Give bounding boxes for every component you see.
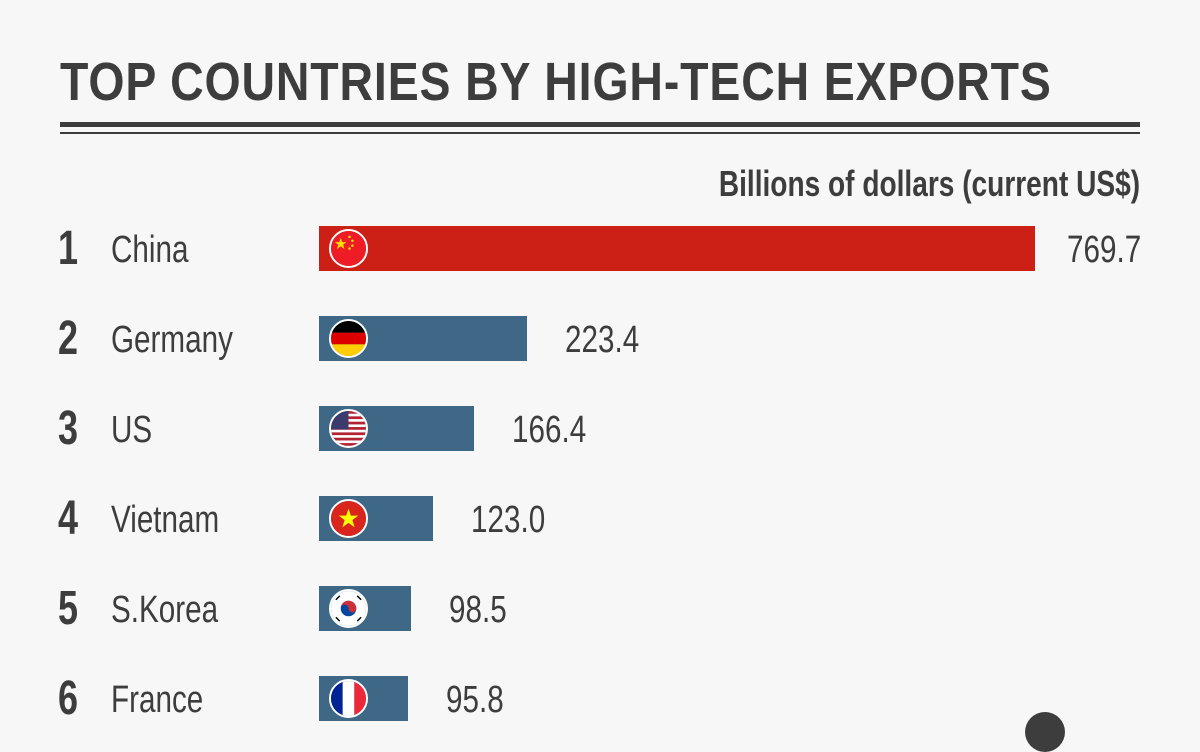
rank-label: 5 [58,582,79,635]
vietnam-flag-icon [329,499,368,538]
value-label: 123.0 [471,499,546,541]
value-label: 769.7 [1066,229,1141,271]
china-flag-icon [329,229,368,268]
category-label: Germany [111,319,233,361]
unit-label: Billions of dollars (current US$) [718,163,1140,204]
rank-label: 6 [58,672,79,725]
title-rule-thin [60,132,1140,134]
category-label: US [111,409,153,451]
category-label: S.Korea [111,589,219,631]
bar [319,586,411,631]
germany-flag-icon [329,319,368,358]
category-label: China [111,229,189,271]
chart-title: TOP COUNTRIES BY HIGH-TECH EXPORTS [60,52,1052,112]
value-label: 95.8 [446,679,504,721]
category-label: Vietnam [111,499,220,541]
logo-icon [1025,712,1065,752]
category-label: France [111,679,204,721]
bar [319,226,1035,271]
rank-label: 1 [58,222,79,275]
title-rule-thick [60,122,1140,127]
bar [319,676,409,721]
us-flag-icon [329,409,368,448]
rank-label: 4 [58,492,79,545]
bar [319,316,527,361]
south-korea-flag-icon [329,589,368,628]
value-label: 166.4 [511,409,586,451]
value-label: 223.4 [564,319,639,361]
rank-label: 3 [58,402,79,455]
rank-label: 2 [58,312,79,365]
france-flag-icon [329,679,368,718]
bar [319,406,474,451]
bar [319,496,434,541]
value-label: 98.5 [448,589,507,631]
